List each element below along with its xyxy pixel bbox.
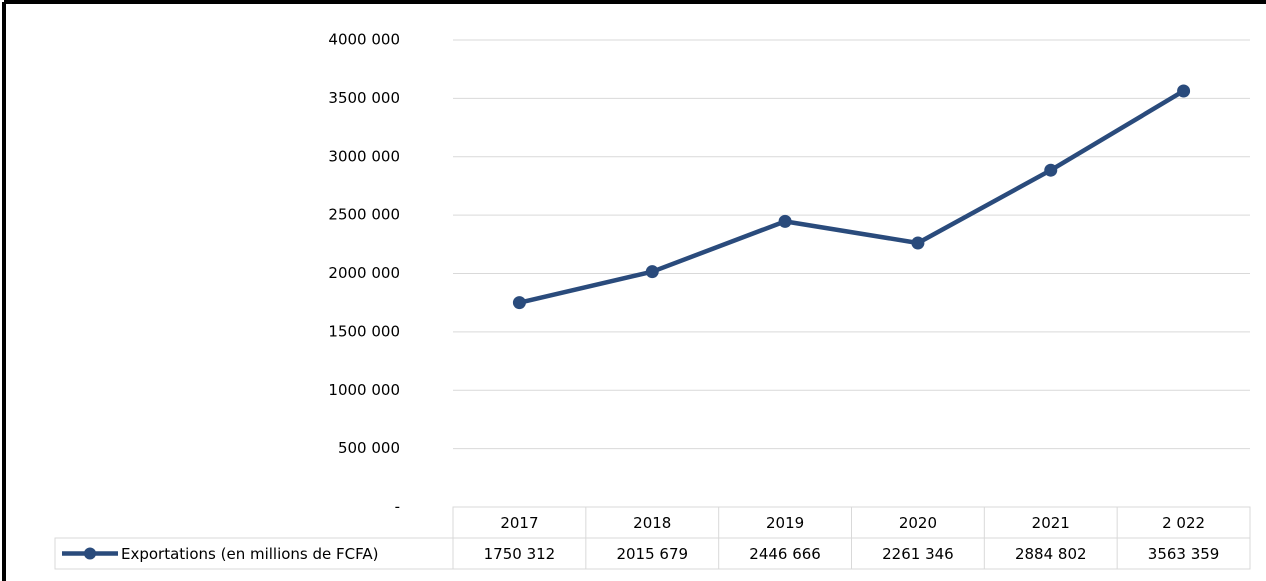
- marker: [1177, 84, 1191, 98]
- y-tick-label: 2000 000: [328, 264, 400, 282]
- y-tick-label: 4000 000: [328, 31, 400, 49]
- y-tick-label: 1500 000: [328, 322, 400, 340]
- y-tick-label: -: [395, 498, 400, 516]
- data-label: 1750 312: [484, 545, 556, 563]
- data-label: 2884 802: [1015, 545, 1087, 563]
- y-tick-label: 3500 000: [328, 89, 400, 107]
- x-tick-label: 2017: [500, 514, 538, 532]
- y-tick-label: 1000 000: [328, 381, 400, 399]
- line: [518, 89, 1185, 305]
- legend-marker: [84, 547, 96, 560]
- y-tick-label: 2500 000: [328, 206, 400, 224]
- marker: [1044, 163, 1058, 177]
- x-tick-label: 2020: [899, 514, 937, 532]
- x-tick-label: 2 022: [1162, 514, 1205, 532]
- table-cell: [54, 537, 1251, 570]
- x-tick-label: 2019: [766, 514, 804, 532]
- y-tick-label: 3000 000: [328, 147, 400, 165]
- legend-label: Exportations (en millions de FCFA): [121, 545, 379, 563]
- marker: [512, 296, 526, 310]
- marker: [645, 265, 659, 279]
- data-label: 3563 359: [1148, 545, 1220, 563]
- data-label: 2446 666: [749, 545, 821, 563]
- data-label: 2261 346: [882, 545, 954, 563]
- marker: [911, 236, 925, 250]
- marker: [778, 214, 792, 228]
- x-tick-label: 2021: [1032, 514, 1070, 532]
- data-label: 2015 679: [616, 545, 688, 563]
- x-tick-label: 2018: [633, 514, 671, 532]
- y-tick-label: 500 000: [338, 439, 400, 457]
